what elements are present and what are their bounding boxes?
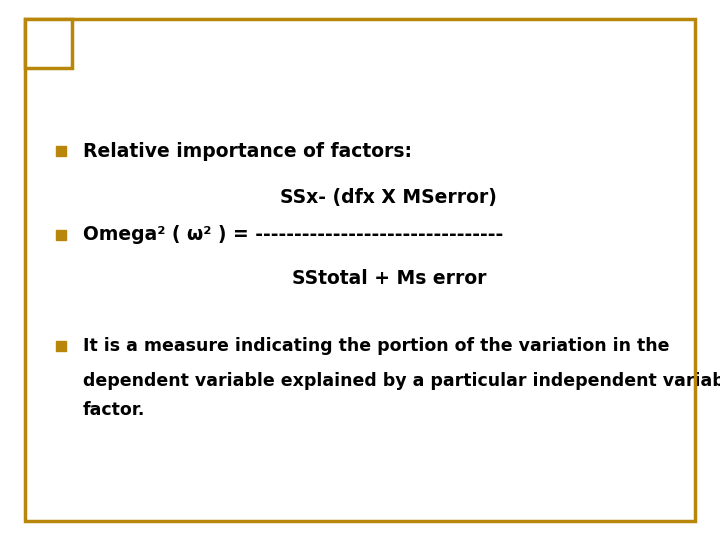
- Text: Omega² ( ω² ) = --------------------------------: Omega² ( ω² ) = ------------------------…: [83, 225, 503, 245]
- Text: factor.: factor.: [83, 401, 145, 420]
- Text: It is a measure indicating the portion of the variation in the: It is a measure indicating the portion o…: [83, 336, 670, 355]
- Text: Relative importance of factors:: Relative importance of factors:: [83, 141, 412, 161]
- Text: SSx- (dfx X MSerror): SSx- (dfx X MSerror): [280, 187, 498, 207]
- Text: SStotal + Ms error: SStotal + Ms error: [292, 268, 486, 288]
- Text: dependent variable explained by a particular independent variable or: dependent variable explained by a partic…: [83, 372, 720, 390]
